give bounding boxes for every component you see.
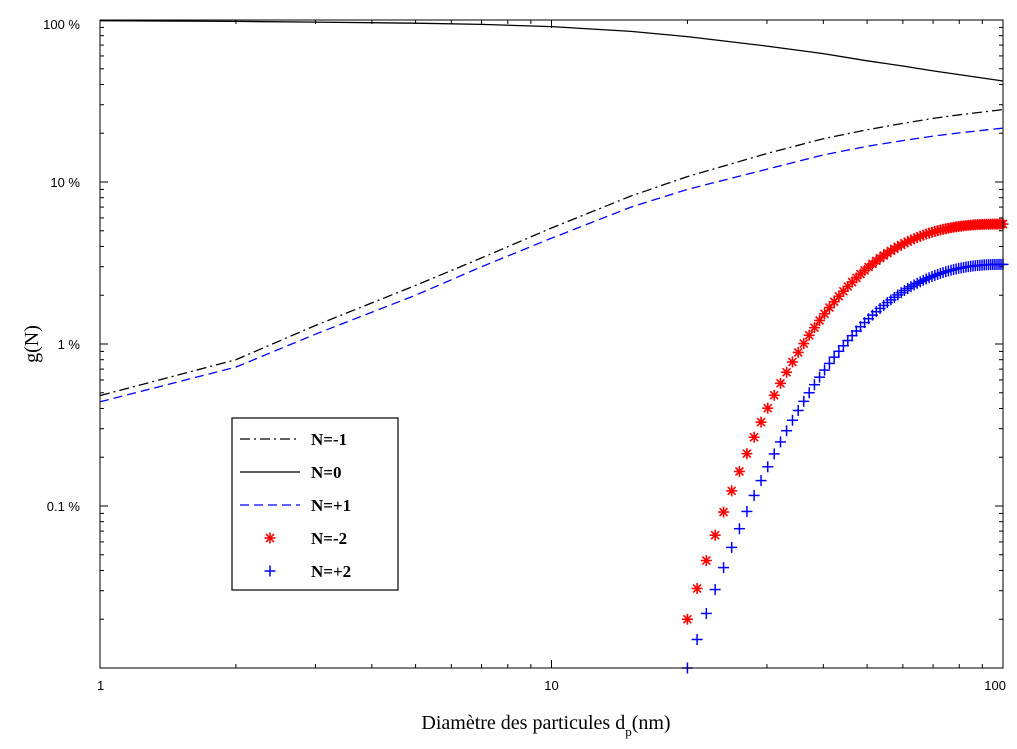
series-marker: [932, 268, 944, 280]
series-marker: [762, 461, 774, 473]
series-marker: [733, 465, 745, 477]
series-marker: [681, 613, 693, 625]
legend-item: N=+2: [264, 562, 351, 581]
series-marker: [741, 505, 753, 517]
series-1: [99, 20, 1004, 82]
series-marker: [792, 404, 804, 416]
legend-swatch: [264, 565, 276, 577]
legend-item: N=-1: [240, 430, 347, 449]
series-4: [681, 258, 1009, 674]
y-tick-label: 0.1 %: [47, 499, 81, 514]
legend: N=-1 N=0 N=+1 N=-2 N=+2: [231, 417, 399, 591]
series-marker: [786, 356, 798, 368]
series-marker: [920, 273, 932, 285]
legend-label: N=+2: [311, 562, 351, 581]
series-line: [99, 20, 1004, 82]
series-marker: [726, 485, 738, 497]
series-marker: [837, 340, 849, 352]
ticks-layer: 1 10 100 100 % 10 % 1 % 0.1 %: [43, 17, 1006, 693]
series-marker: [755, 416, 767, 428]
series-marker: [808, 379, 820, 391]
series-marker: [700, 607, 712, 619]
series-marker: [691, 582, 703, 594]
series-marker: [803, 387, 815, 399]
series-marker: [923, 272, 935, 284]
series-marker: [926, 271, 938, 283]
series-marker: [934, 267, 946, 279]
series-marker: [833, 290, 845, 302]
legend-items: N=-1 N=0 N=+1 N=-2 N=+2: [240, 430, 351, 581]
series-marker: [718, 506, 730, 518]
series-marker: [937, 267, 949, 279]
y-axis-title: g(N): [21, 325, 43, 363]
series-line: [99, 108, 1004, 397]
series-marker: [748, 431, 760, 443]
x-axis-title-subscript: p: [625, 724, 632, 739]
legend-label: N=+1: [311, 496, 351, 515]
series-marker: [709, 529, 721, 541]
series-marker: [748, 489, 760, 501]
series-marker: [819, 308, 831, 320]
series-marker: [733, 523, 745, 535]
series-marker: [775, 436, 787, 448]
series-layer: [99, 20, 1009, 674]
legend-swatch: [264, 532, 276, 544]
series-marker: [700, 555, 712, 567]
x-tick-label: 10: [544, 678, 558, 693]
x-axis-title-main: Diamètre des particules d: [421, 712, 625, 734]
y-tick-label: 1 %: [58, 337, 81, 352]
y-tick-label: 10 %: [50, 175, 80, 190]
series-marker: [775, 377, 787, 389]
legend-box: [231, 417, 399, 591]
series-marker: [798, 338, 810, 350]
series-marker: [726, 541, 738, 553]
plot-frame: [99, 19, 1004, 669]
series-marker: [709, 584, 721, 596]
series-marker: [823, 357, 835, 369]
series-marker: [808, 322, 820, 334]
series-marker: [691, 633, 703, 645]
series-marker: [833, 345, 845, 357]
series-marker: [781, 425, 793, 437]
series-0: [99, 108, 1004, 397]
x-tick-label: 100: [984, 678, 1006, 693]
legend-label: N=-2: [311, 529, 347, 548]
legend-item: N=-2: [264, 529, 347, 548]
series-3: [681, 218, 1009, 625]
series-marker: [828, 351, 840, 363]
series-marker: [940, 266, 952, 278]
series-marker: [741, 448, 753, 460]
series-marker: [814, 314, 826, 326]
series-marker: [755, 475, 767, 487]
series-marker: [768, 389, 780, 401]
series-marker: [781, 366, 793, 378]
legend-item: N=+1: [240, 496, 351, 515]
series-marker: [768, 448, 780, 460]
series-marker: [762, 402, 774, 414]
series-marker: [792, 346, 804, 358]
series-marker: [718, 562, 730, 574]
x-axis-title-suffix: (nm): [632, 712, 671, 734]
legend-label: N=0: [311, 463, 341, 482]
x-tick-label: 1: [97, 678, 104, 693]
series-marker: [929, 269, 941, 281]
series-marker: [798, 395, 810, 407]
legend-label: N=-1: [311, 430, 347, 449]
series-marker: [803, 329, 815, 341]
y-tick-label: 100 %: [43, 17, 80, 32]
legend-item: N=0: [240, 463, 341, 482]
series-marker: [819, 364, 831, 376]
series-marker: [814, 371, 826, 383]
series-marker: [786, 414, 798, 426]
x-axis-title: Diamètre des particules dp(nm): [421, 712, 670, 739]
